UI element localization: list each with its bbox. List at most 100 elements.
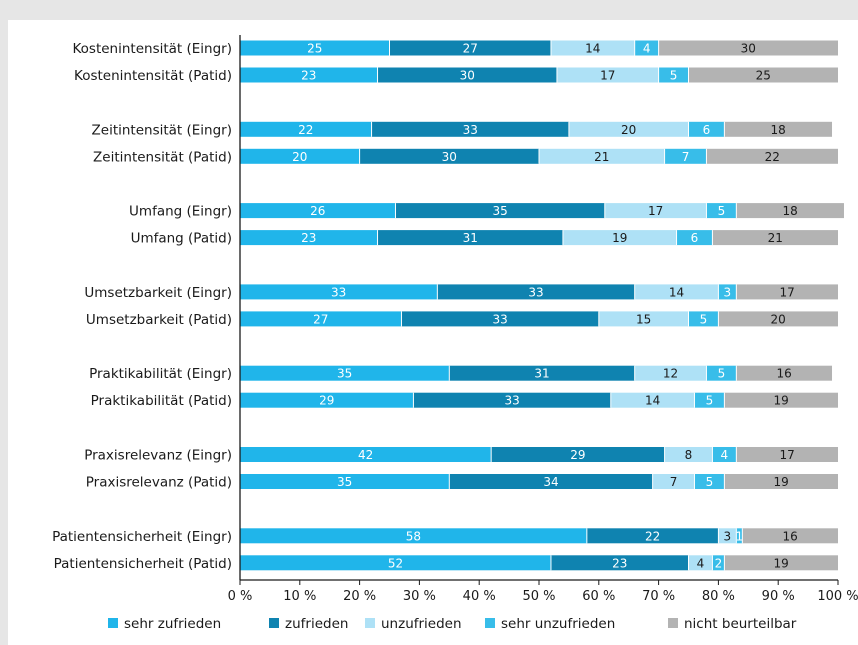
data-label: 25 [307,42,322,56]
data-label: 14 [585,42,600,56]
data-label: 16 [777,367,792,381]
bar-segment [706,148,838,164]
data-label: 25 [756,69,771,83]
legend-swatch [485,618,495,628]
data-label: 5 [670,69,678,83]
bar-segment [240,40,390,56]
bar-segment [377,67,557,83]
x-tick-label: 40 % [463,589,496,604]
bar-segment [240,148,360,164]
bar-segment [706,203,737,219]
bar-segment [568,121,689,137]
x-tick-label: 0 % [228,589,253,604]
category-label: Kostenintensität (Patid) [74,68,232,84]
bar-segment [604,203,707,219]
bar-segment [658,40,838,56]
x-tick-label: 90 % [762,589,795,604]
legend-label: unzufrieden [381,616,462,632]
data-label: 6 [703,123,711,137]
data-label: 18 [783,204,798,218]
category-label: Umsetzbarkeit (Patid) [86,312,232,328]
bar-segment [240,67,378,83]
data-label: 21 [768,231,783,245]
data-label: 33 [331,285,346,299]
category-label: Praxisrelevanz (Eingr) [84,448,232,464]
legend-label: nicht beurteilbar [684,616,797,632]
data-label: 52 [388,556,403,570]
x-tick-label: 50 % [522,589,555,604]
data-label: 1 [736,529,744,543]
bar-segment [371,121,569,137]
bar-segment [736,447,838,462]
data-label: 29 [319,394,334,408]
data-label: 27 [463,42,478,56]
bar-segment [688,555,713,571]
frame-top-band [0,0,858,20]
bar-segment [240,203,396,219]
bar-segment [724,121,833,137]
data-label: 31 [463,231,478,245]
data-label: 15 [636,312,651,326]
bar-segment [694,392,725,408]
data-label: 30 [442,150,457,164]
bar-segment [736,528,743,544]
category-label: Praktikabilität (Eingr) [89,366,232,382]
data-label: 26 [310,204,325,218]
legend-label: sehr unzufrieden [501,616,615,632]
bar-segment [359,148,539,164]
bar-segment [401,311,599,327]
x-tick-label: 100 % [817,589,858,604]
data-label: 16 [783,529,798,543]
bar-segment [610,392,695,408]
data-label: 27 [313,312,328,326]
data-label: 21 [594,150,609,164]
bar-segment [724,555,838,571]
data-label: 17 [648,204,663,218]
data-label: 34 [543,475,558,489]
bar-segment [718,311,838,327]
category-labels: Kostenintensität (Eingr) Kostenintensität… [52,41,232,572]
x-tick-label: 80 % [702,589,735,604]
data-label: 42 [358,448,373,462]
data-label: 5 [700,312,708,326]
data-label: 33 [504,394,519,408]
data-label: 4 [721,448,729,462]
bar-segment [676,230,713,246]
category-label: Kostenintensität (Eingr) [72,41,232,57]
legend-label: zufrieden [285,616,348,632]
data-label: 5 [718,367,726,381]
data-label: 17 [780,448,795,462]
bar-segment [718,284,737,300]
bar-segment [240,365,450,381]
bar-segment [550,40,635,56]
data-label: 35 [337,475,352,489]
bar-segment [449,365,635,381]
data-label: 8 [685,448,693,462]
legend-swatch [108,618,118,628]
bar-segment [539,148,665,164]
bar-segment [240,474,450,489]
data-label: 33 [463,123,478,137]
data-label: 30 [741,42,756,56]
bar-segment [736,203,844,219]
bar-segment [491,447,665,462]
x-tick-label: 30 % [403,589,436,604]
data-label: 22 [765,150,780,164]
legend-label: sehr zufrieden [124,616,221,632]
legend-swatch [269,618,279,628]
data-label: 29 [570,448,585,462]
bar-segment [556,67,659,83]
category-label: Patientensicherheit (Patid) [54,556,232,572]
data-label: 20 [292,150,307,164]
data-label: 3 [724,285,732,299]
bar-segment [712,555,725,571]
data-label: 12 [663,367,678,381]
data-label: 5 [706,394,714,408]
bar-segment [688,121,725,137]
data-label: 19 [612,231,627,245]
category-label: Zeitintensität (Patid) [93,149,232,165]
bar-segment [724,474,838,489]
x-axis: 0 % 10 % 20 % 30 % 40 % 50 % 60 % 70 % 80 % 90 % 1… [228,35,858,604]
